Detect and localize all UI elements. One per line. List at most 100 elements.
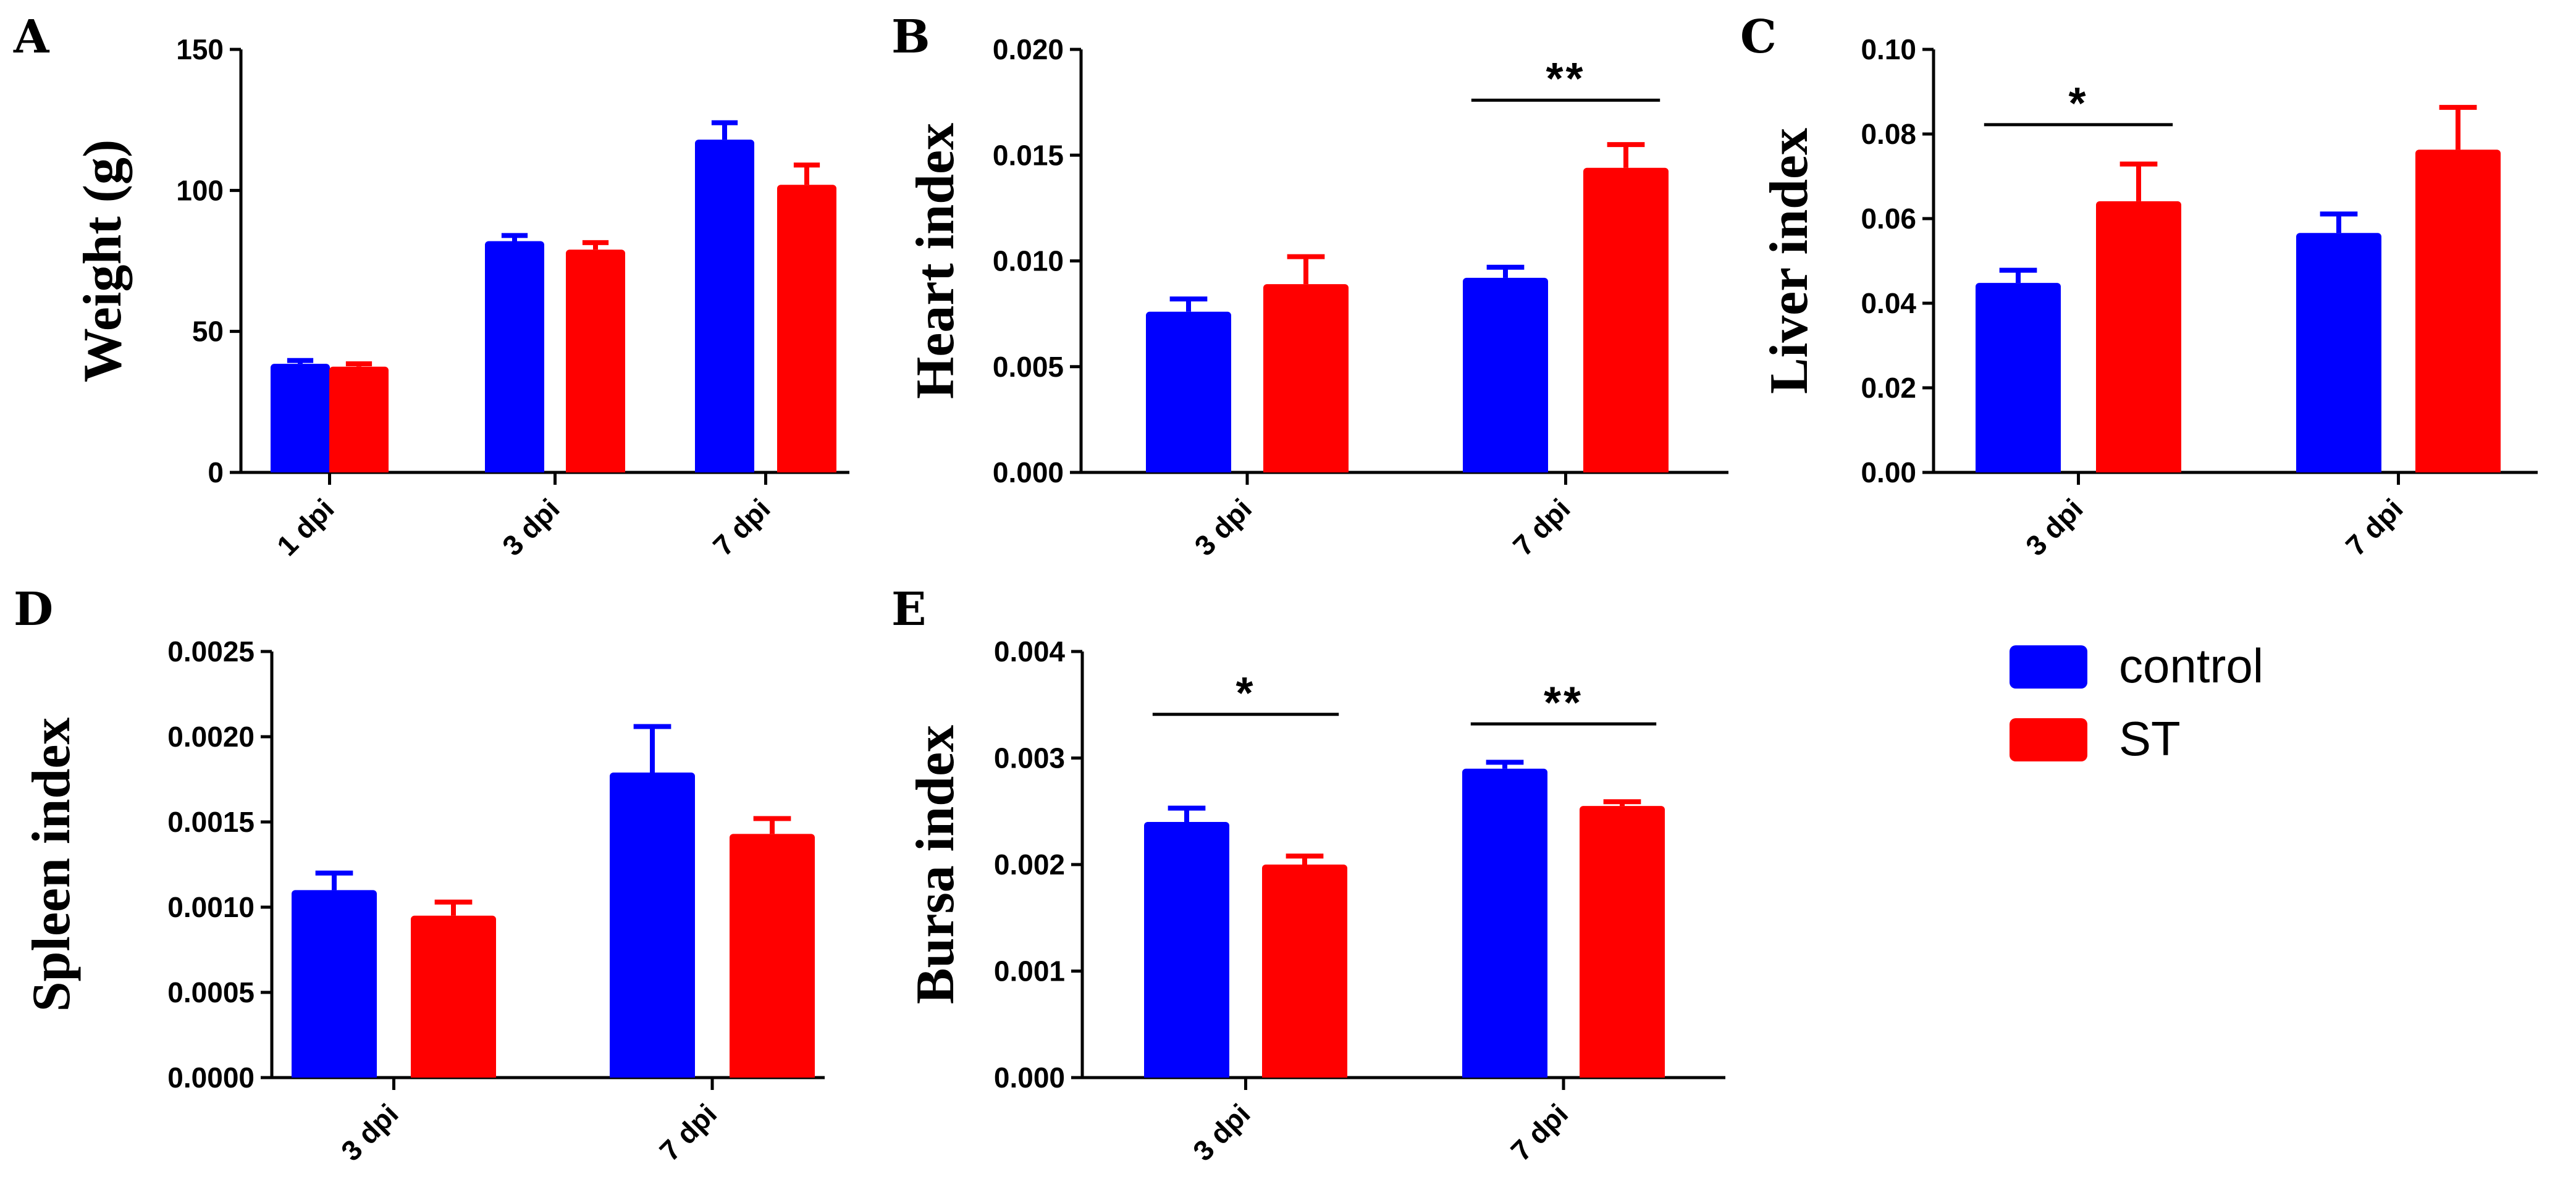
panel-B: B Heart index 0.000 0.005 0.010 0.015 0.020 3 d…	[891, 10, 1728, 562]
legend-label-ST: ST	[2119, 711, 2181, 766]
y-tick-label: 0	[208, 456, 224, 488]
bar-control-7-dpi	[1462, 768, 1547, 1078]
bar-base	[1462, 1070, 1547, 1078]
y-tick-label: 0.0020	[167, 721, 255, 753]
x-tick-label: 3 dpi	[1188, 492, 1258, 562]
bar-ST-7-dpi	[2415, 149, 2501, 473]
y-tick-label: 0.000	[993, 456, 1064, 488]
y-tick-label: 0.0005	[167, 976, 255, 1008]
bar-ST-3-dpi	[2096, 201, 2181, 472]
bar-ST-3-dpi	[1262, 865, 1347, 1078]
x-tick-label: 7 dpi	[2339, 492, 2409, 562]
y-tick-label: 0.08	[1861, 118, 1916, 150]
y-tick-label: 0.04	[1861, 287, 1916, 319]
y-tick-label: 50	[192, 316, 224, 348]
legend-swatch-ST	[2010, 718, 2087, 761]
bar-control-3-dpi	[292, 890, 377, 1078]
legend-label-control: control	[2119, 639, 2263, 693]
bar-base	[1580, 1070, 1665, 1078]
x-tick-label: 1 dpi	[271, 492, 340, 562]
x-tick-label: 7 dpi	[653, 1097, 723, 1167]
y-tick-label: 150	[176, 33, 224, 65]
bar-control-7-dpi	[695, 140, 754, 473]
bar-base	[1262, 1070, 1347, 1078]
bar-control-7-dpi	[1463, 277, 1548, 472]
y-axis-label: Weight (g)	[73, 140, 133, 383]
bar-base	[411, 1070, 496, 1078]
bar-base	[1463, 465, 1548, 472]
y-tick-label: 0.0000	[167, 1062, 255, 1094]
panel-letter: E	[891, 583, 926, 636]
y-tick-label: 0.010	[993, 245, 1064, 277]
y-tick-label: 0.10	[1861, 33, 1916, 65]
y-tick-label: 0.002	[994, 849, 1065, 881]
y-tick-label: 0.0015	[167, 806, 255, 838]
bar-base	[610, 1070, 695, 1078]
bar-ST-3-dpi	[411, 915, 496, 1078]
bar-ST-7-dpi	[1580, 806, 1665, 1078]
bar-base	[271, 465, 330, 472]
bar-base	[1263, 465, 1349, 472]
panel-C: C Liver index 0.00 0.02 0.04 0.06 0.08 0.10 3 dp…	[1740, 10, 2538, 562]
panel-letter: C	[1740, 10, 1777, 64]
bar-control-7-dpi	[610, 772, 695, 1078]
panel-letter: B	[891, 10, 930, 64]
y-axis-label: Liver index	[1759, 128, 1819, 394]
significance-label: **	[1546, 54, 1585, 104]
x-tick-label: 3 dpi	[1187, 1097, 1256, 1167]
panel-letter: D	[14, 583, 53, 636]
bar-base	[292, 1070, 377, 1078]
y-axis-label: Spleen index	[22, 718, 82, 1012]
bar-control-3-dpi	[1976, 283, 2061, 472]
panel-letter: A	[13, 10, 50, 64]
y-tick-label: 0.020	[993, 33, 1064, 65]
y-tick-label: 0.0025	[167, 635, 255, 668]
bar-ST-3-dpi	[566, 249, 625, 472]
bar-ST-1-dpi	[329, 366, 389, 472]
panel-D: D Spleen index 0.0000 0.0005 0.0010 0.0015 0.0…	[14, 583, 825, 1167]
bar-control-3-dpi	[1146, 311, 1231, 472]
panel-A: A Weight (g) 0 50 100 150 1 dpi 3 dpi 7 dpi	[13, 10, 849, 562]
bar-ST-7-dpi	[730, 834, 815, 1078]
bar-base	[1583, 465, 1669, 472]
bar-control-1-dpi	[271, 364, 330, 472]
bar-control-3-dpi	[1144, 822, 1229, 1078]
bar-base	[566, 465, 625, 472]
y-tick-label: 0.015	[993, 139, 1064, 171]
bar-base	[1976, 465, 2061, 472]
y-tick-label: 0.004	[994, 635, 1066, 668]
significance-label: *	[1235, 669, 1255, 718]
legend: control ST	[2010, 639, 2263, 766]
y-tick-label: 0.06	[1861, 203, 1916, 235]
x-tick-label: 3 dpi	[496, 492, 566, 562]
x-tick-label: 3 dpi	[2019, 492, 2089, 562]
legend-swatch-control	[2010, 645, 2087, 689]
y-axis-label: Bursa index	[906, 725, 966, 1004]
bar-control-3-dpi	[485, 241, 544, 472]
y-tick-label: 100	[176, 174, 224, 206]
y-tick-label: 0.0010	[167, 891, 255, 923]
bar-base	[2296, 465, 2381, 472]
bar-base	[695, 465, 754, 472]
x-tick-label: 7 dpi	[1507, 492, 1576, 562]
y-tick-label: 0.005	[993, 351, 1064, 383]
x-tick-label: 3 dpi	[335, 1097, 405, 1167]
bar-base	[2096, 465, 2181, 472]
significance-label: **	[1544, 678, 1583, 727]
bar-ST-3-dpi	[1263, 284, 1349, 472]
x-tick-label: 7 dpi	[1504, 1097, 1574, 1167]
bar-base	[730, 1070, 815, 1078]
y-axis-label: Heart index	[906, 123, 966, 399]
significance-label: *	[2068, 79, 2088, 128]
y-tick-label: 0.02	[1861, 372, 1916, 404]
bar-base	[1146, 465, 1231, 472]
bar-base	[777, 465, 836, 472]
y-tick-label: 0.00	[1861, 456, 1916, 488]
y-tick-label: 0.001	[994, 955, 1065, 987]
bar-base	[2415, 465, 2501, 472]
x-tick-label: 7 dpi	[707, 492, 777, 562]
panel-E: E Bursa index 0.000 0.001 0.002 0.003 0.004 3 d…	[891, 583, 1725, 1167]
bar-base	[1144, 1070, 1229, 1078]
y-tick-label: 0.000	[994, 1062, 1065, 1094]
bar-ST-7-dpi	[777, 185, 836, 472]
